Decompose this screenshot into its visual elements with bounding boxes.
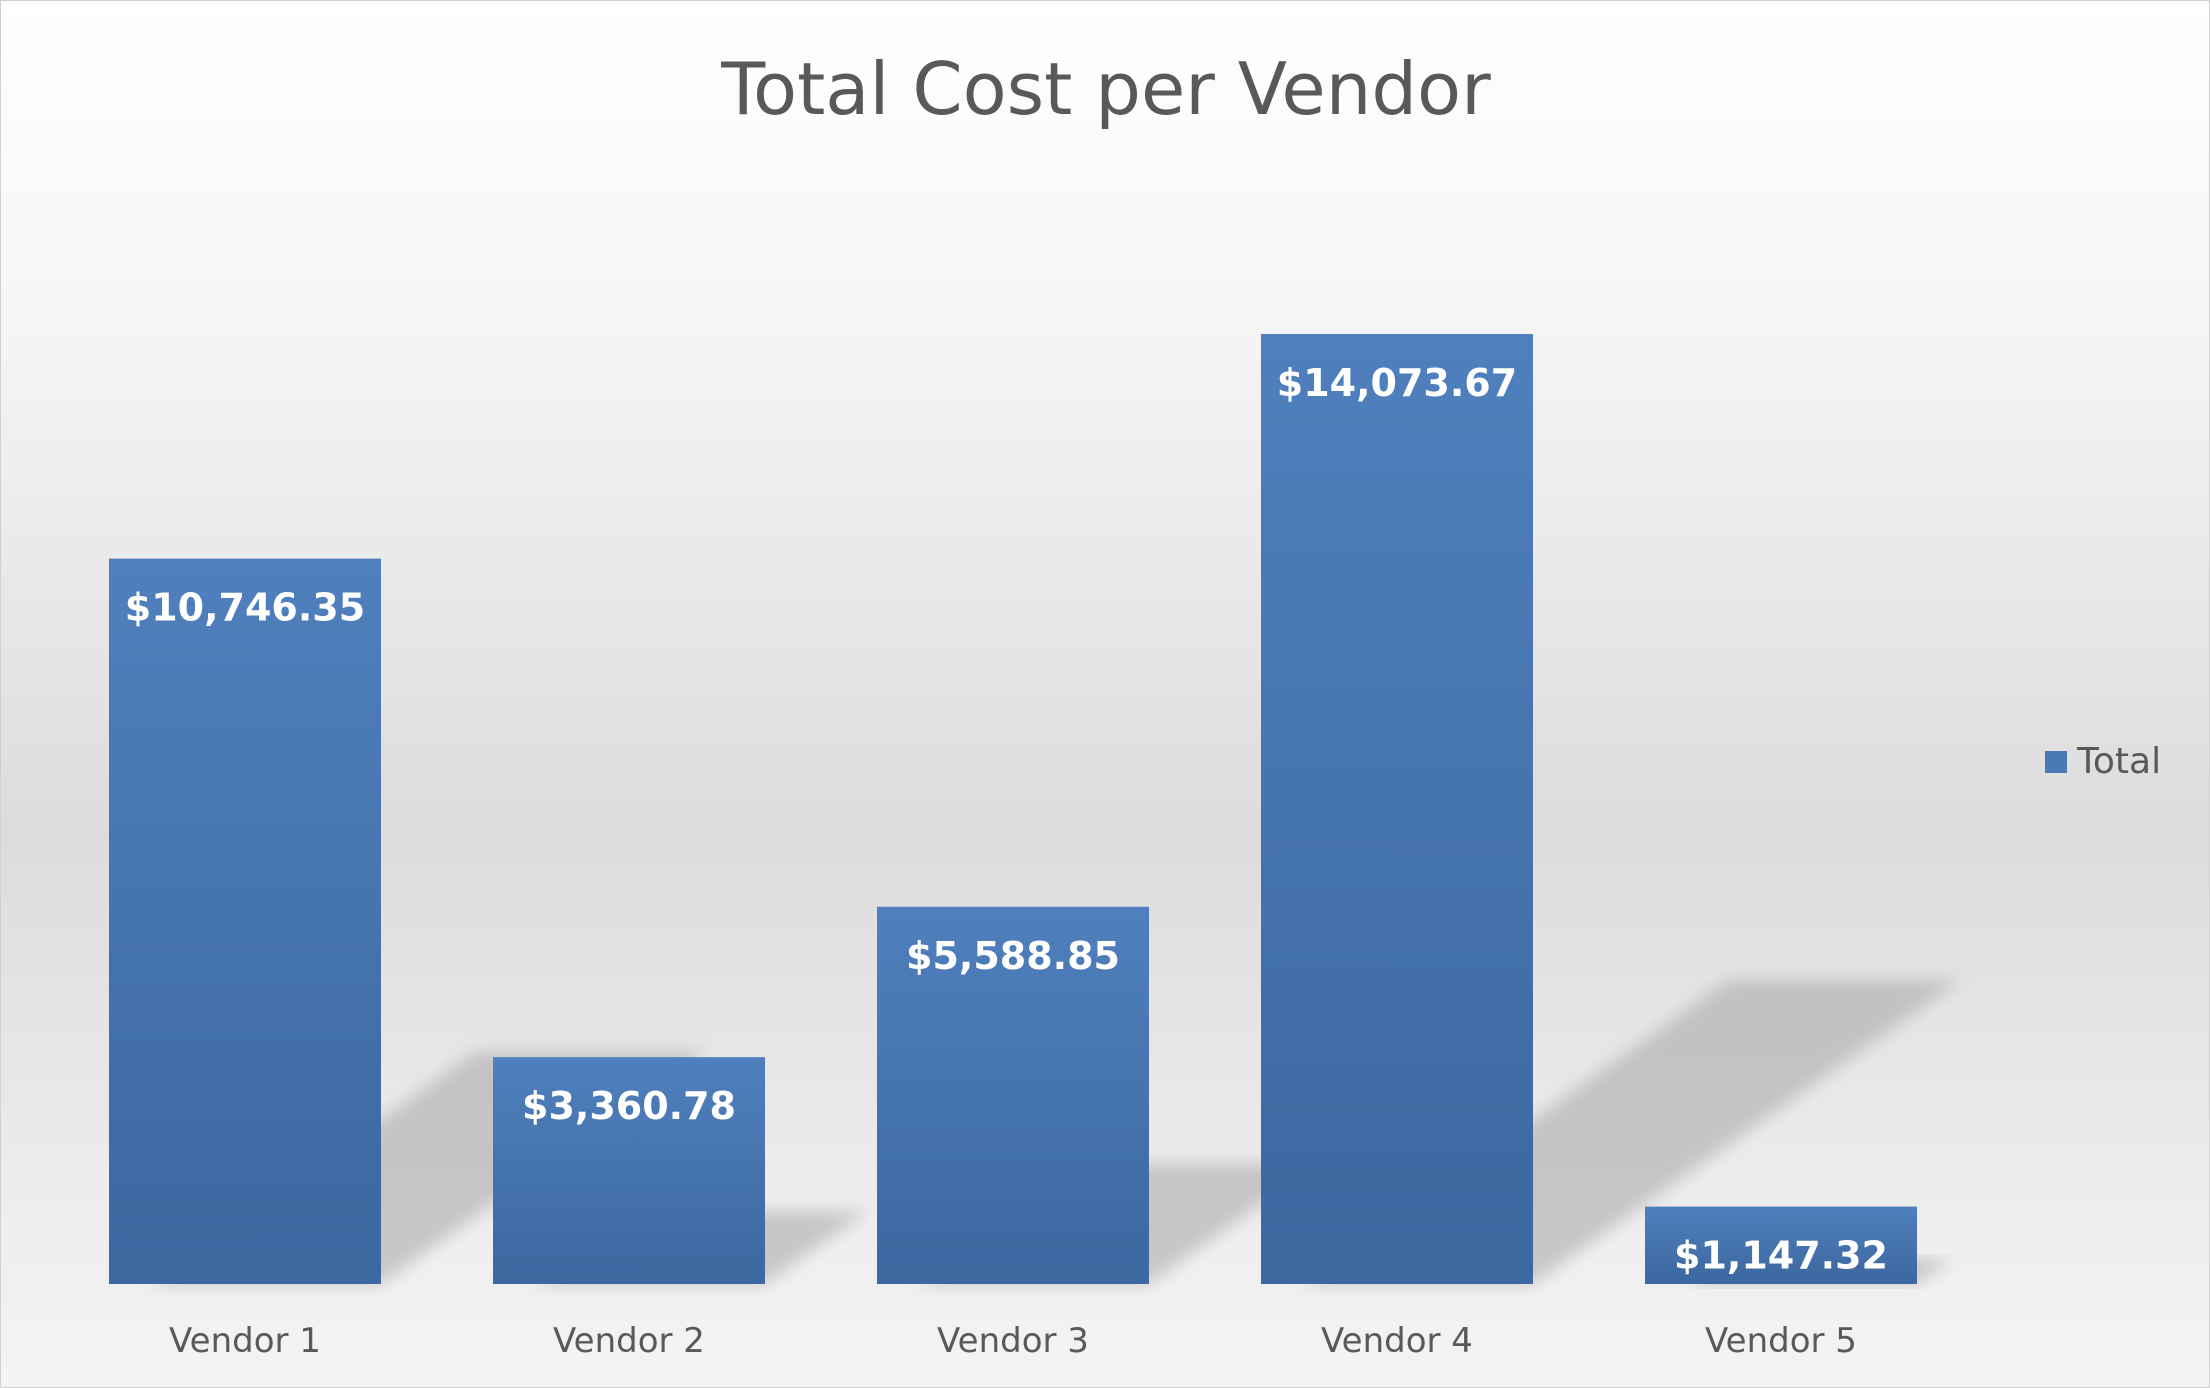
x-tick-label-5: Vendor 5 [1705,1321,1857,1361]
data-label-4: $14,073.67 [1277,361,1517,405]
data-labels: $10,746.35 $3,360.78 $5,588.85 $14,073.67 $1… [125,361,1888,1278]
bar-1 [109,558,381,1284]
chart-title: Total Cost per Vendor [721,47,1491,131]
data-label-5: $1,147.32 [1674,1234,1888,1278]
x-tick-label-4: Vendor 4 [1321,1321,1473,1361]
bar-4 [1261,334,1533,1284]
legend-label: Total [2077,741,2162,782]
data-label-2: $3,360.78 [522,1084,736,1128]
x-tick-label-1: Vendor 1 [169,1321,321,1361]
x-tick-label-2: Vendor 2 [553,1321,705,1361]
bar-5 [1645,1206,1917,1284]
data-label-3: $5,588.85 [906,934,1120,978]
data-label-1: $10,746.35 [125,586,365,630]
bar-2 [493,1057,765,1284]
bars [109,334,1917,1284]
x-axis-tick-labels: Vendor 1 Vendor 2 Vendor 3 Vendor 4 Vendor 5 [169,1321,1857,1361]
legend: Total [2045,741,2161,782]
legend-swatch [2045,750,2067,773]
x-tick-label-3: Vendor 3 [937,1321,1089,1361]
bar-3 [877,906,1149,1284]
